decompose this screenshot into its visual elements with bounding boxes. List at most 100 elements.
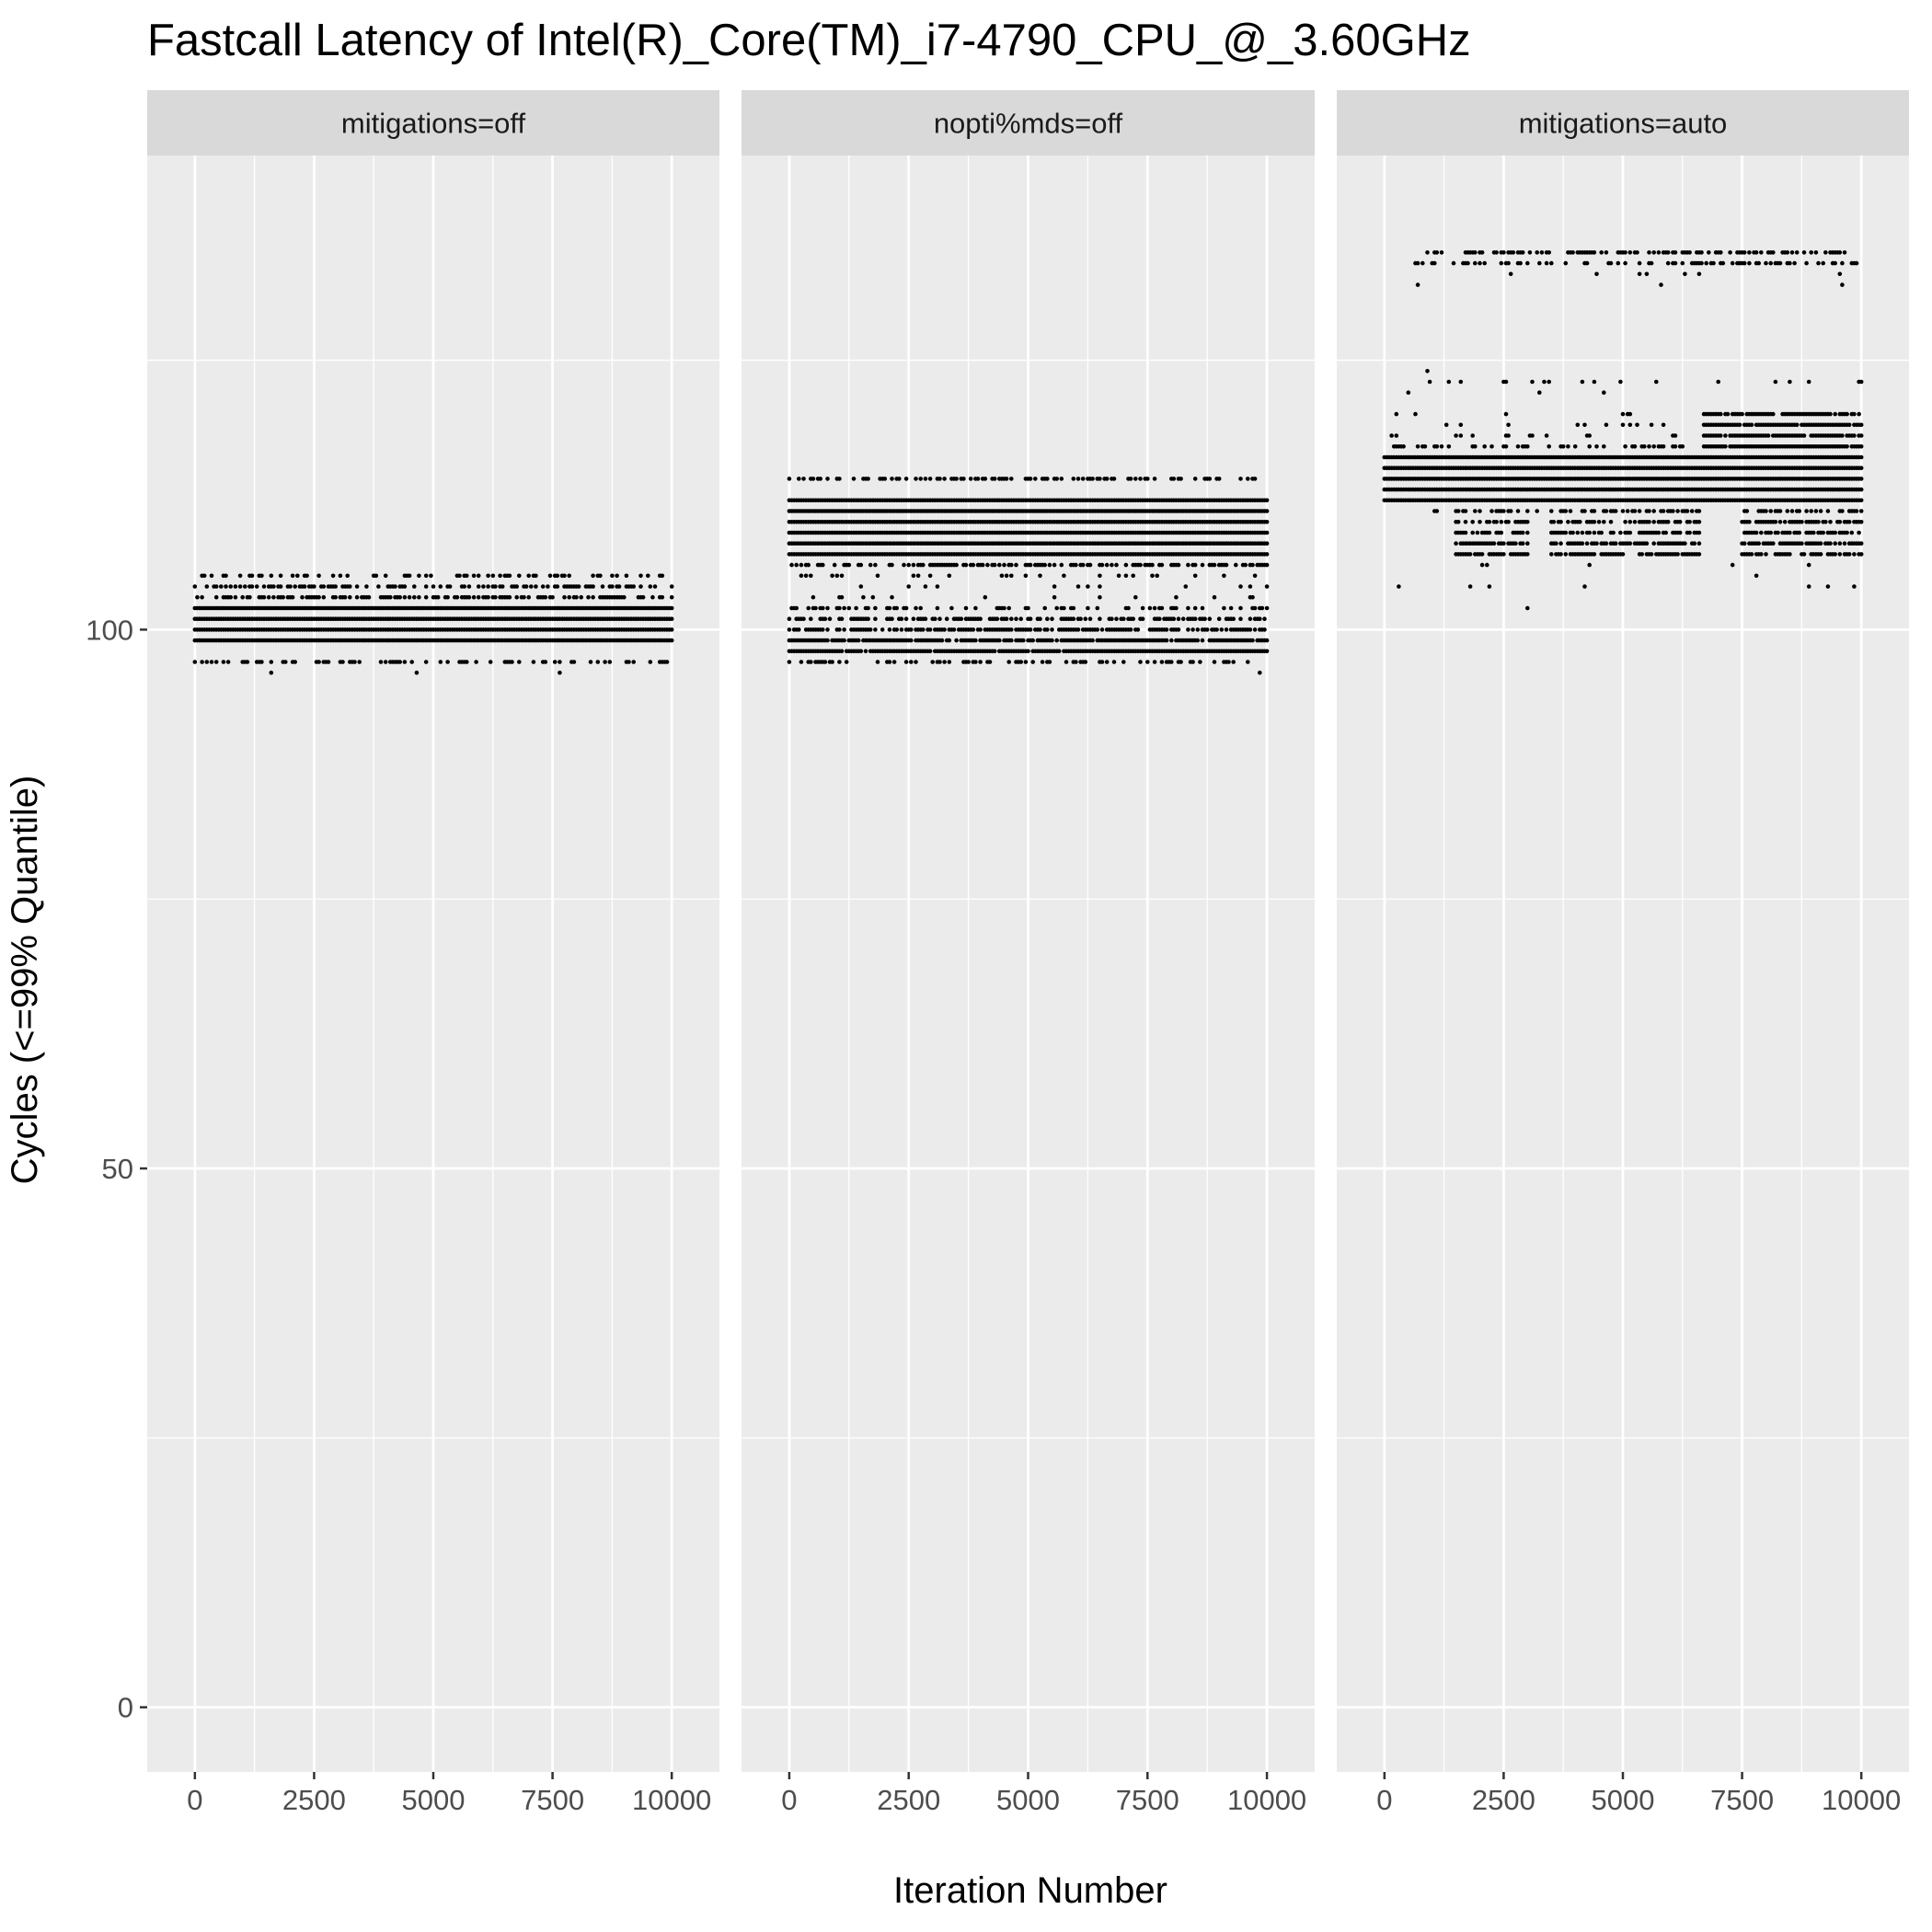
data-point: [1098, 477, 1102, 481]
data-point: [1047, 562, 1052, 568]
data-point: [1264, 552, 1270, 557]
data-point: [567, 573, 571, 579]
data-point: [1604, 541, 1609, 546]
data-point: [1002, 605, 1006, 611]
data-point: [1164, 627, 1169, 632]
data-point: [1169, 638, 1174, 643]
data-point: [529, 584, 534, 589]
data-point: [627, 660, 631, 664]
data-point: [935, 584, 940, 589]
data-point: [1038, 627, 1042, 632]
data-point: [261, 594, 267, 600]
data-point: [1264, 562, 1270, 568]
data-point: [1078, 616, 1083, 621]
data-point: [942, 477, 947, 481]
data-point: [622, 594, 627, 600]
data-point: [543, 660, 548, 664]
data-point: [1087, 616, 1093, 621]
data-point: [839, 573, 845, 579]
data-point: [540, 584, 546, 589]
data-point: [402, 584, 408, 589]
data-point: [1248, 627, 1253, 632]
data-point: [1771, 541, 1776, 546]
data-point: [1006, 660, 1011, 664]
data-point: [799, 573, 804, 579]
data-point: [914, 605, 918, 611]
data-point: [600, 584, 605, 589]
data-point: [803, 573, 809, 579]
data-point: [973, 660, 978, 664]
data-point: [474, 660, 478, 664]
data-point: [797, 477, 801, 481]
data-point: [821, 562, 825, 568]
data-point: [1009, 638, 1014, 643]
data-point: [1264, 584, 1270, 589]
x-tick-label: 2500: [877, 1784, 940, 1816]
data-point: [1455, 520, 1461, 524]
data-point: [797, 627, 801, 632]
data-point: [1683, 541, 1687, 546]
data-point: [811, 477, 816, 481]
data-point: [488, 660, 493, 664]
data-point: [1821, 530, 1825, 535]
data-point: [669, 627, 674, 632]
data-point: [1463, 520, 1468, 524]
data-point: [486, 584, 490, 589]
data-point: [1620, 552, 1626, 557]
data-point: [1613, 509, 1618, 513]
x-tick-label: 10000: [632, 1784, 711, 1816]
data-point: [316, 660, 321, 664]
data-point: [646, 573, 650, 579]
data-point: [846, 562, 852, 568]
data-point: [1566, 520, 1570, 524]
data-point: [909, 627, 914, 632]
data-point: [249, 573, 255, 579]
data-point: [249, 584, 255, 589]
data-point: [1675, 552, 1680, 557]
data-point: [517, 573, 522, 579]
data-point: [1587, 530, 1592, 535]
data-point: [973, 638, 978, 643]
data-point: [813, 605, 818, 611]
data-point: [1479, 552, 1485, 557]
data-point: [1487, 520, 1492, 524]
data-point: [787, 660, 792, 664]
data-point: [607, 660, 613, 664]
data-point: [571, 660, 577, 664]
data-point: [1152, 477, 1157, 481]
data-point: [224, 573, 228, 579]
data-point: [997, 562, 1002, 568]
data-point: [1858, 520, 1864, 524]
data-point: [269, 660, 274, 664]
data-point: [383, 573, 388, 579]
data-point: [918, 605, 923, 611]
data-point: [1777, 509, 1783, 513]
data-point: [954, 477, 959, 481]
x-tick-label: 2500: [282, 1784, 346, 1816]
data-point: [1525, 552, 1530, 557]
data-point: [638, 573, 643, 579]
data-point: [1675, 509, 1680, 513]
data-point: [1578, 520, 1582, 524]
data-point: [1062, 573, 1066, 579]
data-point: [1478, 520, 1482, 524]
data-point: [1558, 541, 1563, 546]
data-point: [245, 660, 250, 664]
data-point: [1470, 530, 1475, 535]
data-point: [397, 660, 403, 664]
data-point: [288, 584, 293, 589]
data-point: [809, 616, 813, 621]
data-point: [1045, 477, 1050, 481]
data-point: [822, 660, 828, 664]
data-point: [481, 584, 486, 589]
data-point: [562, 594, 567, 600]
data-point: [1200, 638, 1205, 643]
data-point: [1133, 477, 1138, 481]
data-point: [409, 660, 415, 664]
data-point: [438, 660, 443, 664]
data-point: [844, 660, 849, 664]
data-point: [1204, 627, 1210, 632]
data-point: [547, 573, 553, 579]
data-point: [562, 573, 567, 579]
data-point: [1176, 616, 1181, 621]
